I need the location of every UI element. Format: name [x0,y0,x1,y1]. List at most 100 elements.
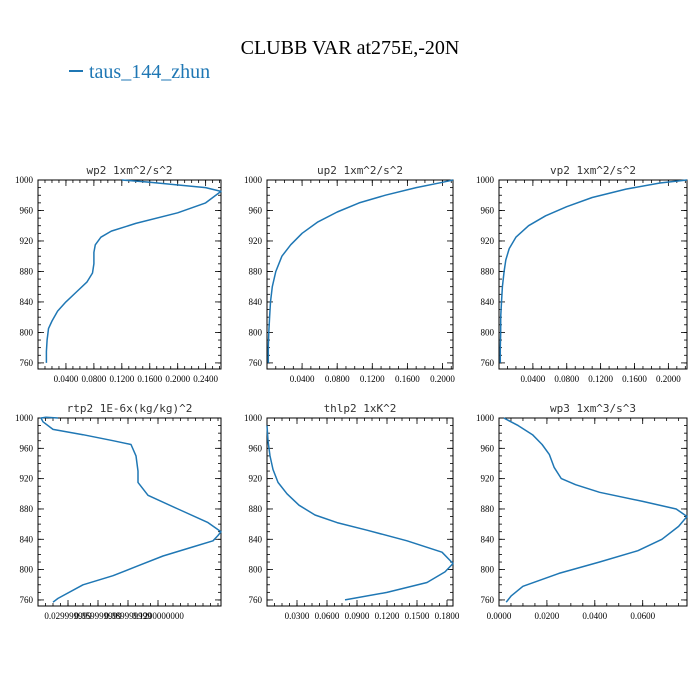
y-tick-label: 960 [481,443,495,453]
subplot-2: up2 1xm^2/s^2 760 800 840 880 920 960 1000 0.040… [244,164,455,384]
subplot-3: vp2 1xm^2/s^2 760 800 840 880 920 960 1000 0.040… [476,164,688,384]
y-tick-label: 800 [20,565,34,575]
subplot-6: wp3 1xm^3/s^3 760 800 840 880 920 960 1000 0.000… [476,402,688,621]
x-tick-label: 0.0800 [82,374,107,384]
y-tick-label: 800 [249,565,263,575]
subplot-title: wp3 1xm^3/s^3 [550,402,636,415]
x-tick-label: 0.1200 [109,374,134,384]
y-tick-label: 920 [249,236,263,246]
series-line [40,416,222,603]
x-tick-label: 0.0400 [54,374,79,384]
subplot-1: wp2 1xm^2/s^2 760 800 840 880 920 960 1000 0.040… [15,164,222,384]
y-tick-label: 840 [20,534,34,544]
x-tick-label: 0.1200000000 [132,611,184,621]
subplot-grid: wp2 1xm^2/s^2 760 800 840 880 920 960 1000 0.040… [15,164,688,621]
y-tick-label: 920 [20,236,34,246]
x-tick-label: 0.0200 [535,611,560,621]
y-tick-label: 1000 [15,413,34,423]
y-tick-label: 880 [481,504,495,514]
plot-frame [266,417,454,607]
x-tick-label: 0.0300 [285,611,310,621]
y-tick-label: 760 [20,595,34,605]
y-tick-label: 800 [20,327,34,337]
x-tick-label: 0.029999999 [44,611,92,621]
series-line [266,425,454,601]
y-tick-label: 960 [481,205,495,215]
y-tick-label: 1000 [15,175,34,185]
y-tick-label: 760 [20,358,34,368]
y-tick-label: 960 [20,205,34,215]
x-tick-label: 0.0900 [345,611,370,621]
y-tick-label: 800 [481,327,495,337]
y-tick-label: 920 [249,474,263,484]
x-tick-label: 0.0400 [520,374,545,384]
x-tick-label: 0.2400 [193,374,218,384]
y-tick-label: 760 [249,595,263,605]
plot-frame [37,417,222,607]
y-tick-label: 840 [249,534,263,544]
x-tick-label: 0.2000 [165,374,190,384]
plot-frame [498,179,688,370]
y-tick-label: 760 [249,358,263,368]
x-tick-label: 0.2000 [430,374,455,384]
y-tick-label: 920 [481,474,495,484]
x-tick-label: 0.1200 [588,374,613,384]
y-tick-label: 760 [481,595,495,605]
x-tick-label: 0.0800 [554,374,579,384]
y-tick-label: 840 [249,297,263,307]
y-tick-label: 960 [20,443,34,453]
y-tick-label: 1000 [244,413,263,423]
subplot-title: thlp2 1xK^2 [324,402,397,415]
x-tick-label: 0.1800 [435,611,460,621]
x-tick-label: 0.0400 [290,374,315,384]
y-tick-label: 1000 [244,175,263,185]
y-tick-label: 880 [481,266,495,276]
y-tick-label: 960 [249,205,263,215]
x-tick-label: 0.0800 [325,374,350,384]
y-tick-label: 840 [481,297,495,307]
y-tick-label: 840 [481,534,495,544]
x-tick-label: 0.1600 [622,374,647,384]
x-tick-label: 0.0400 [582,611,607,621]
x-tick-label: 0.0600 [315,611,340,621]
legend-label: taus_144_zhun [89,61,210,83]
y-tick-label: 1000 [476,175,495,185]
y-tick-label: 880 [249,504,263,514]
series-line [267,179,454,363]
y-tick-label: 960 [249,443,263,453]
x-tick-label: 0.1200 [360,374,385,384]
x-tick-label: 0.1600 [395,374,420,384]
y-tick-label: 880 [20,266,34,276]
x-tick-label: 0.1200 [375,611,400,621]
x-tick-label: 0.2000 [656,374,681,384]
x-tick-label: 0.1600 [137,374,162,384]
subplot-title: wp2 1xm^2/s^2 [86,164,172,177]
series-line [503,417,688,603]
y-tick-label: 800 [249,327,263,337]
subplot-4: rtp2 1E-6x(kg/kg)^2 760 800 840 880 920 960 100… [15,402,222,621]
figure-title: CLUBB VAR at275E,-20N [241,37,460,59]
x-tick-label: 0.0000 [487,611,512,621]
y-tick-label: 920 [481,236,495,246]
series-line [45,179,222,363]
plot-frame [37,179,222,370]
x-tick-label: 0.0600 [630,611,655,621]
plot-frame [266,179,454,370]
y-tick-label: 920 [20,474,34,484]
x-tick-label: 0.089999999 [104,611,152,621]
y-tick-label: 880 [20,504,34,514]
y-tick-label: 1000 [476,413,495,423]
subplot-title: vp2 1xm^2/s^2 [550,164,636,177]
series-line [499,179,688,363]
x-tick-label: 0.059999999 [74,611,122,621]
y-tick-label: 840 [20,297,34,307]
subplot-title: up2 1xm^2/s^2 [317,164,403,177]
y-tick-label: 760 [481,358,495,368]
legend: taus_144_zhun [69,61,210,83]
y-tick-label: 800 [481,565,495,575]
x-tick-label: 0.1500 [405,611,430,621]
plot-frame [498,417,688,607]
y-tick-label: 880 [249,266,263,276]
subplot-5: thlp2 1xK^2 760 800 840 880 920 960 1000 0.0300 0… [244,402,460,621]
